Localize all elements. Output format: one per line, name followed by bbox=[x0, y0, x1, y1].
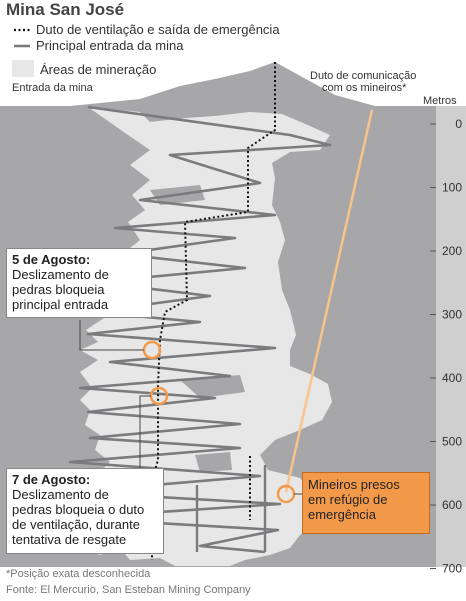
event-aug7-line4: tentativa de resgate bbox=[12, 532, 127, 547]
legend-mining-area-swatch bbox=[12, 60, 34, 77]
event-aug7-title: 7 de Agosto: bbox=[12, 472, 91, 487]
depth-tick-label: 0 bbox=[455, 117, 462, 131]
depth-tick-label: 200 bbox=[442, 244, 462, 258]
surface-hill bbox=[70, 62, 375, 106]
legend-tunnel-label: Principal entrada da mina bbox=[36, 38, 184, 53]
depth-tick-label: 600 bbox=[442, 498, 462, 512]
trapped-line2: em refúgio de bbox=[308, 492, 388, 507]
trapped-line3: emergência bbox=[308, 507, 376, 522]
comm-duct-label-2: com os mineiros* bbox=[322, 82, 407, 94]
event-aug7-line2: pedras bloqueia o duto bbox=[12, 502, 145, 517]
depth-unit-label: Metros bbox=[423, 95, 457, 107]
legend-mining-area-label: Áreas de mineração bbox=[40, 62, 157, 77]
event-aug5-line3: principal entrada bbox=[12, 297, 109, 312]
source-note: Fonte: El Mercurio, San Esteban Mining C… bbox=[6, 584, 251, 596]
event-aug5-line1: Deslizamento de bbox=[12, 267, 109, 282]
mining-area-shape bbox=[10, 107, 332, 566]
depth-tick-label: 700 bbox=[442, 562, 462, 576]
communication-duct bbox=[284, 109, 374, 493]
comm-duct-label-1: Duto de comunicação bbox=[310, 70, 417, 82]
ventilation-duct bbox=[151, 62, 276, 560]
leader-line-aug5 bbox=[79, 320, 144, 351]
depth-scale-column bbox=[436, 106, 466, 567]
event-aug5-line2: pedras bloqueia bbox=[12, 282, 105, 297]
trapped-miners-box: Mineiros presos em refúgio de emergência bbox=[302, 472, 430, 534]
trapped-line1: Mineiros presos bbox=[308, 477, 400, 492]
event-box-aug5: 5 de Agosto: Deslizamento de pedras bloq… bbox=[6, 248, 152, 318]
entrance-label: Entrada da mina bbox=[12, 82, 93, 94]
event-aug7-line3: de ventilação, durante bbox=[12, 517, 140, 532]
depth-tick-label: 100 bbox=[442, 181, 462, 195]
depth-tick-label: 300 bbox=[442, 308, 462, 322]
legend-ventilation-label: Duto de ventilação e saída de emergência bbox=[36, 22, 280, 37]
rock-pocket bbox=[180, 375, 245, 398]
event-aug5-title: 5 de Agosto: bbox=[12, 252, 91, 267]
depth-ticks: 0 100 200 300 400 500 600 700 bbox=[430, 117, 462, 576]
depth-tick-label: 500 bbox=[442, 435, 462, 449]
page-title: Mina San José bbox=[6, 0, 125, 19]
event-aug7-line1: Deslizamento de bbox=[12, 487, 109, 502]
footnote: *Posição exata desconhecida bbox=[6, 568, 151, 580]
depth-tick-label: 400 bbox=[442, 371, 462, 385]
event-box-aug7: 7 de Agosto: Deslizamento de pedras bloq… bbox=[6, 468, 164, 554]
leader-line-aug7 bbox=[139, 395, 151, 470]
surface-sky bbox=[0, 0, 466, 106]
rock-pocket bbox=[195, 452, 232, 472]
